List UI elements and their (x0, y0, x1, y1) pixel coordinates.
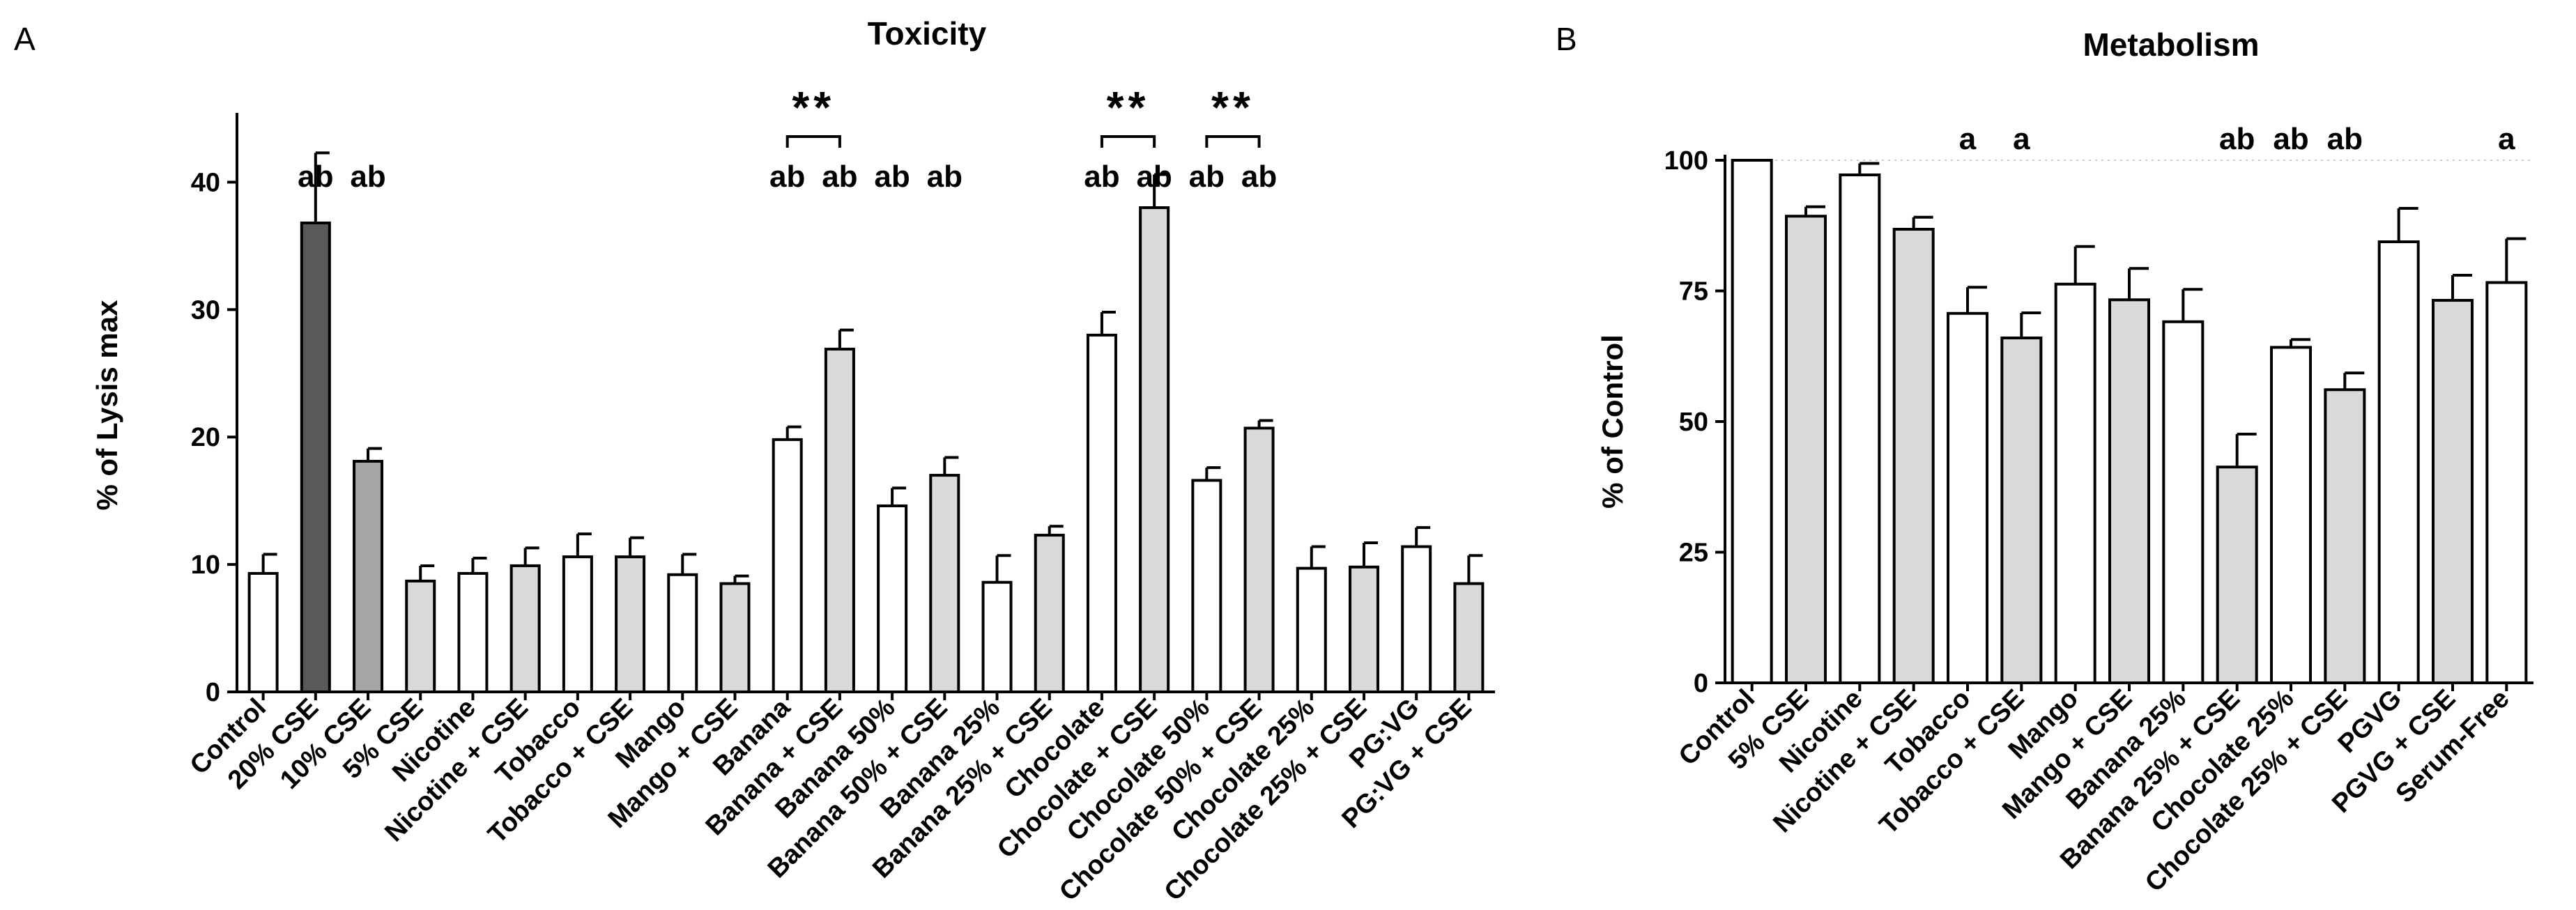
annotation-a-banana: ab (769, 160, 805, 194)
chart-title-a: Toxicity (868, 15, 987, 52)
bar-a-pg-vg (1401, 545, 1432, 693)
bar-b-mango (2054, 282, 2096, 684)
y-tick-label-a-30: 30 (191, 295, 220, 325)
bar-a-banana-cse (824, 348, 855, 693)
bar-a-mango-cse (719, 582, 751, 693)
significance-stars-chocolate: ** (1107, 82, 1150, 132)
y-tick-label-b-100: 100 (1664, 146, 1708, 176)
bar-a-nicotine-cse (509, 564, 541, 693)
bar-b-banana-25 (2162, 320, 2205, 684)
bar-a-tobacco (562, 555, 593, 693)
bar-a-chocolate-cse (1139, 206, 1170, 693)
bar-b-control (1731, 159, 1773, 684)
bar-b-mango-cse (2108, 298, 2150, 684)
bar-b-tobacco (1947, 311, 1988, 684)
bar-a-chocolate-50-cse (1243, 426, 1275, 693)
bar-b-serum-free (2485, 281, 2528, 684)
annotation-a-chocolate-50: ab (1189, 160, 1225, 194)
bar-a-5-cse (405, 579, 436, 693)
annotation-b-serum-free: a (2498, 122, 2515, 156)
y-tick-label-a-0: 0 (206, 678, 220, 707)
annotation-b-banana-25-cse: ab (2219, 122, 2255, 156)
panel-letter-b: B (1556, 21, 1577, 57)
annotation-b-tobacco: a (1959, 122, 1977, 156)
significance-stars-banana: ** (792, 82, 835, 132)
y-tick-label-b-25: 25 (1679, 539, 1708, 568)
bar-b-pgvg-cse (2432, 299, 2474, 684)
bar-a-tobacco-cse (615, 555, 646, 693)
y-axis-label-b: % of Control (1596, 334, 1629, 509)
bar-a-10-cse (353, 459, 384, 694)
annotation-a-chocolate-50-cse: ab (1241, 160, 1277, 194)
panel-b-metabolism: B Metabolism% of Control0255075100Control… (1556, 21, 2533, 897)
annotation-a-20-cse: ab (298, 160, 333, 194)
y-axis-label-a: % of Lysis max (91, 300, 123, 511)
annotation-a-banana-50: ab (874, 160, 910, 194)
bar-b-tobacco-cse (2000, 337, 2043, 684)
significance-bracket-chocolate-50 (1205, 135, 1261, 148)
annotation-b-chocolate-25: ab (2273, 122, 2308, 156)
bar-a-nicotine (457, 571, 489, 693)
annotation-a-chocolate: ab (1084, 160, 1119, 194)
bar-b-pgvg (2377, 240, 2420, 684)
y-tick-label-b-75: 75 (1679, 277, 1708, 307)
panel-letter-a: A (14, 21, 36, 57)
bar-a-chocolate-25 (1296, 566, 1327, 693)
bar-a-banana-50 (877, 504, 908, 694)
significance-bracket-banana (785, 135, 841, 148)
significance-bracket-chocolate (1100, 135, 1156, 148)
y-tick-label-a-40: 40 (191, 168, 220, 197)
chart-title-b: Metabolism (2083, 26, 2259, 63)
bar-a-banana (772, 438, 803, 693)
bar-b-chocolate-25 (2270, 346, 2312, 684)
bar-b-banana-25-cse (2216, 465, 2258, 684)
significance-stars-chocolate-50: ** (1211, 82, 1255, 132)
bar-a-20-cse (300, 221, 331, 694)
annotation-b-tobacco-cse: a (2013, 122, 2030, 156)
bar-b-chocolate-25-cse (2324, 388, 2366, 684)
annotation-b-chocolate-25-cse: ab (2327, 122, 2363, 156)
bar-a-control (247, 571, 279, 693)
annotation-a-10-cse: ab (350, 160, 385, 194)
bar-a-banana-25 (981, 580, 1013, 694)
annotation-a-banana-cse: ab (822, 160, 857, 194)
bar-a-chocolate-25-cse (1348, 565, 1379, 693)
bar-a-mango (667, 573, 698, 694)
y-tick-label-b-0: 0 (1694, 669, 1708, 698)
annotation-a-chocolate-cse: ab (1136, 160, 1172, 194)
bar-a-banana-50-cse (929, 474, 960, 693)
panel-a-toxicity: A Toxicity% of Lysis max010203040Control2… (14, 15, 1495, 907)
bar-a-banana-25-cse (1034, 534, 1065, 694)
bar-b-nicotine-cse (1892, 228, 1935, 684)
bar-a-chocolate-50 (1191, 479, 1222, 693)
bar-a-pg-vg-cse (1453, 582, 1485, 693)
y-tick-label-b-50: 50 (1679, 408, 1708, 437)
bar-b-5-cse (1785, 215, 1827, 684)
y-tick-label-a-20: 20 (191, 423, 220, 452)
bar-b-nicotine (1839, 173, 1881, 684)
y-tick-label-a-10: 10 (191, 550, 220, 580)
annotation-a-banana-50-cse: ab (927, 160, 963, 194)
bar-a-chocolate (1086, 333, 1117, 693)
